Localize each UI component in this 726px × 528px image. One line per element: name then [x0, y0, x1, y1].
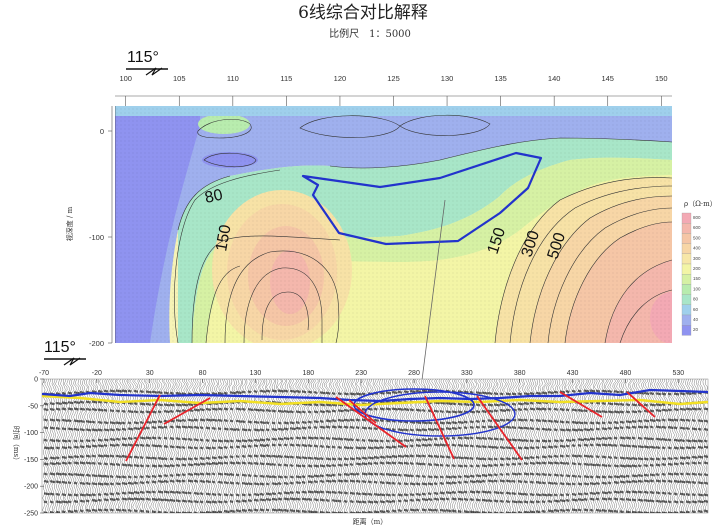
legend-swatch — [681, 294, 692, 305]
bottom-x-tick-label: -70 — [39, 370, 49, 377]
legend-value: 100 — [693, 286, 701, 291]
top-x-tick-label: 100 — [119, 74, 132, 83]
legend-swatch — [681, 314, 692, 326]
top-y-tick-label: -200 — [89, 339, 104, 348]
bottom-x-tick-label: -20 — [92, 370, 102, 377]
contour-label-150-left: 150 — [213, 223, 234, 252]
direction-arrow-top: 115° — [126, 49, 168, 76]
horizon-line — [42, 394, 708, 407]
bottom-x-tick-label: 230 — [355, 370, 367, 377]
bottom-x-tick-label: 480 — [620, 370, 632, 377]
seismic-plot: -70 -20 30 80 130 180 230 280 330 380 430 480 530 — [12, 370, 709, 526]
legend-value: 200 — [693, 266, 701, 271]
legend-value: 300 — [693, 256, 701, 261]
legend-value: 800 — [693, 215, 701, 220]
resistivity-legend: ρ（Ω·m） 800 600 500 400 300 200 150 100 80 60 40 20 — [681, 200, 717, 336]
top-x-tick-label: 150 — [655, 74, 668, 83]
figure-title: 6线综合对比解释 — [298, 3, 428, 23]
contour-lines — [115, 106, 672, 343]
bottom-x-tick-label: 80 — [199, 370, 207, 377]
legend-value: 600 — [693, 225, 701, 230]
bottom-x-tick-label: 280 — [408, 370, 420, 377]
legend-value: 80 — [693, 297, 699, 302]
top-x-tick-label: 130 — [441, 74, 454, 83]
blue-boundary-top — [42, 388, 708, 403]
top-x-tick-label: 140 — [548, 74, 561, 83]
bottom-y-tick-label: -100 — [24, 430, 38, 437]
legend-value: 500 — [693, 235, 701, 240]
contour-label-80: 80 — [203, 187, 224, 207]
bottom-y-axis: 0 -50 -100 -150 -200 -250 — [24, 377, 44, 518]
bottom-y-tick-label: 0 — [34, 377, 38, 384]
bottom-x-tick-label: 330 — [461, 370, 473, 377]
legend-swatch — [681, 263, 692, 275]
direction-label-top: 115° — [127, 49, 159, 66]
legend-value: 400 — [693, 246, 701, 251]
fault-lines — [125, 391, 656, 462]
top-x-tick-label: 135 — [494, 74, 507, 83]
bottom-x-tick-label: 530 — [672, 370, 684, 377]
legend-swatch — [681, 243, 692, 254]
legend-value: 40 — [693, 317, 699, 322]
direction-arrow-bottom: 115° — [44, 339, 86, 366]
scale-label: 比例尺 1：5000 — [329, 27, 411, 40]
top-x-tick-label: 115 — [280, 74, 292, 83]
legend-swatch — [681, 233, 692, 244]
resistivity-plot: 100 105 110 115 120 125 130 135 140 145 150 — [65, 74, 717, 348]
top-x-tick-label: 105 — [173, 74, 186, 83]
bottom-y-tick-label: -50 — [28, 403, 38, 410]
top-x-tick-label: 120 — [334, 74, 347, 83]
connector-line — [421, 199, 446, 381]
bottom-x-tick-label: 180 — [302, 370, 314, 377]
bottom-x-tick-label: 380 — [514, 370, 526, 377]
top-y-tick-label: -100 — [89, 233, 104, 242]
direction-label-bottom: 115° — [44, 339, 76, 356]
top-y-axis-label: 视深度 / m — [65, 206, 74, 241]
top-y-tick-label: 0 — [100, 127, 104, 136]
legend-title: ρ（Ω·m） — [684, 200, 717, 208]
legend-value: 150 — [693, 276, 701, 281]
legend-swatch — [681, 253, 692, 265]
bottom-y-tick-label: -150 — [24, 457, 38, 464]
bottom-x-tick-label: 130 — [250, 370, 262, 377]
resistivity-fill — [115, 106, 672, 343]
bottom-y-axis-label: 时间（ms） — [12, 426, 21, 464]
top-y-axis: 0 -100 -200 — [89, 106, 113, 348]
legend-value: 20 — [693, 327, 699, 332]
bottom-x-tick-label: 30 — [146, 370, 154, 377]
bottom-x-axis-label: 距离（m） — [353, 517, 388, 526]
bottom-y-tick-label: -250 — [24, 511, 38, 518]
legend-swatch — [681, 212, 692, 224]
legend-swatch — [681, 325, 692, 336]
top-x-tick-label: 125 — [387, 74, 400, 83]
legend-value: 60 — [693, 307, 699, 312]
legend-swatch — [681, 223, 692, 234]
bottom-y-tick-label: -200 — [24, 484, 38, 491]
bottom-x-tick-label: 430 — [567, 370, 579, 377]
legend-swatch — [681, 274, 692, 285]
top-x-tick-label: 145 — [601, 74, 614, 83]
legend-swatch — [681, 284, 692, 295]
legend-swatch — [681, 304, 692, 316]
top-x-axis: 100 105 110 115 120 125 130 135 140 145 150 — [115, 74, 672, 106]
top-x-tick-label: 110 — [227, 74, 239, 83]
bottom-x-axis: -70 -20 30 80 130 180 230 280 330 380 430 480 530 — [39, 370, 684, 383]
interpretation-polygon — [301, 151, 543, 246]
